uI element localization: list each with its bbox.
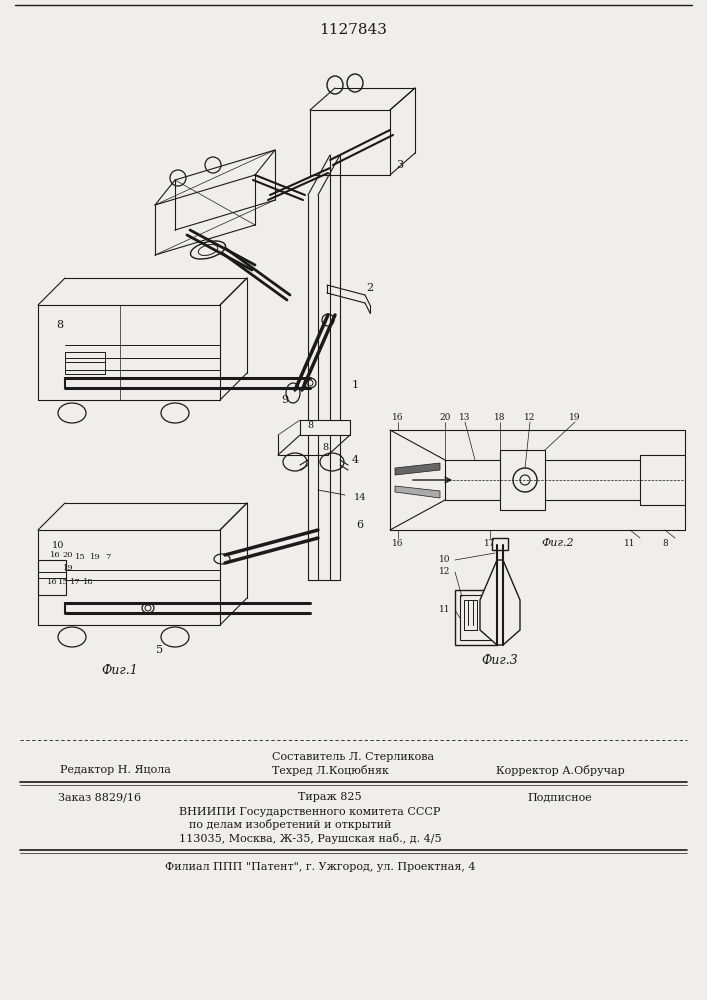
Text: 5: 5 <box>156 645 163 655</box>
Text: 17: 17 <box>69 578 81 586</box>
Text: 113035, Москва, Ж-35, Раушская наб., д. 4/5: 113035, Москва, Ж-35, Раушская наб., д. … <box>179 832 441 844</box>
Text: 12: 12 <box>439 568 450 576</box>
Text: ВНИИПИ Государственного комитета СССР: ВНИИПИ Государственного комитета СССР <box>180 807 440 817</box>
Text: 18: 18 <box>83 578 93 586</box>
Text: 9: 9 <box>281 395 288 405</box>
Text: Составитель Л. Стерликова: Составитель Л. Стерликова <box>272 752 434 762</box>
Text: 10: 10 <box>439 556 451 564</box>
Bar <box>460 595 492 640</box>
Text: Фиг.3: Фиг.3 <box>481 654 518 666</box>
Text: 4: 4 <box>351 455 358 465</box>
Text: 16: 16 <box>392 414 404 422</box>
Text: 19: 19 <box>569 414 580 422</box>
Text: 2: 2 <box>366 283 373 293</box>
Text: 8: 8 <box>662 538 668 548</box>
Text: Заказ 8829/16: Заказ 8829/16 <box>59 792 141 802</box>
Polygon shape <box>395 463 440 475</box>
Text: 20: 20 <box>63 551 74 559</box>
Text: 19: 19 <box>63 564 74 572</box>
Text: 11: 11 <box>624 538 636 548</box>
Text: 8: 8 <box>307 420 313 430</box>
Text: 12: 12 <box>525 414 536 422</box>
Bar <box>455 590 497 645</box>
Text: 11: 11 <box>439 605 451 614</box>
Text: 1: 1 <box>351 380 358 390</box>
Bar <box>65 352 105 374</box>
Polygon shape <box>395 486 440 498</box>
Text: Корректор А.Обручар: Корректор А.Обручар <box>496 764 624 776</box>
Text: 18: 18 <box>494 414 506 422</box>
Polygon shape <box>480 560 520 645</box>
Text: 15: 15 <box>58 578 69 586</box>
Text: Фиг.2: Фиг.2 <box>542 538 574 548</box>
Bar <box>464 600 477 630</box>
Text: 16: 16 <box>47 578 57 586</box>
Text: Редактор Н. Яцола: Редактор Н. Яцола <box>59 765 170 775</box>
Text: 19: 19 <box>90 553 100 561</box>
Text: 16: 16 <box>392 538 404 548</box>
Text: 15: 15 <box>75 553 86 561</box>
Text: 10: 10 <box>52 540 64 550</box>
Text: Техред Л.Коцюбняк: Техред Л.Коцюбняк <box>271 764 388 776</box>
Text: 6: 6 <box>356 520 363 530</box>
Text: 3: 3 <box>397 160 404 170</box>
Text: 14: 14 <box>354 492 366 502</box>
Text: 8: 8 <box>57 320 64 330</box>
Text: 20: 20 <box>439 414 450 422</box>
Text: Фиг.1: Фиг.1 <box>102 664 139 676</box>
Text: 17: 17 <box>484 538 496 548</box>
Text: 13: 13 <box>460 414 471 422</box>
Text: 7: 7 <box>105 553 111 561</box>
Text: 1127843: 1127843 <box>319 23 387 37</box>
Text: Подписное: Подписное <box>527 792 592 802</box>
Text: 16: 16 <box>49 551 60 559</box>
Bar <box>492 538 508 550</box>
Text: по делам изобретений и открытий: по делам изобретений и открытий <box>189 820 391 830</box>
Bar <box>38 560 66 595</box>
Text: 8: 8 <box>322 444 328 452</box>
Text: Филиал ППП "Патент", г. Ужгород, ул. Проектная, 4: Филиал ППП "Патент", г. Ужгород, ул. Про… <box>165 862 475 872</box>
Text: Тираж 825: Тираж 825 <box>298 792 362 802</box>
